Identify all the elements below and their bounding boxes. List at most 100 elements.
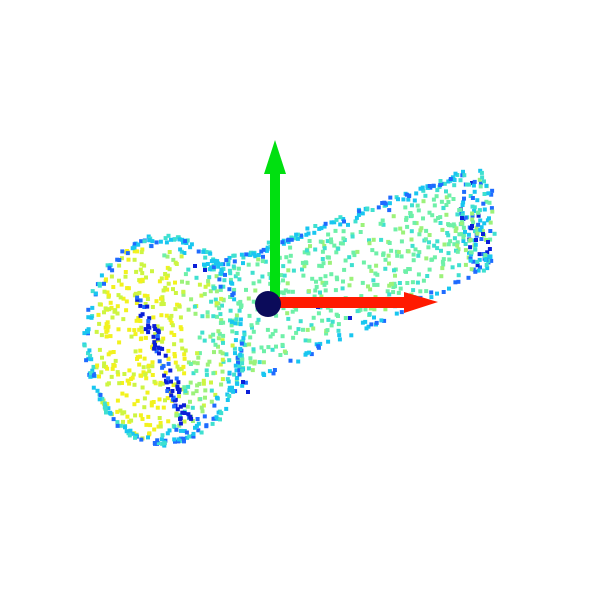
cloud-point [191,371,196,376]
cloud-point [388,195,393,200]
cloud-point [336,322,341,327]
cloud-point [320,257,325,261]
cloud-point [364,326,369,331]
cloud-point [295,236,300,241]
cloud-point [90,289,95,294]
cloud-point [163,353,168,358]
cloud-point [374,320,379,325]
cloud-point [109,305,114,310]
cloud-point [329,272,334,277]
cloud-point [309,323,314,328]
cloud-point [195,383,200,388]
cloud-point [470,204,475,209]
cloud-point [382,318,387,323]
cloud-point [460,211,465,216]
cloud-point [483,258,488,262]
cloud-point [308,244,312,249]
cloud-point [233,351,237,356]
cloud-point [89,315,94,320]
cloud-point [477,257,482,262]
cloud-point [221,297,226,302]
cloud-point [248,356,253,361]
cloud-point [237,368,242,373]
cloud-point [157,397,162,402]
cloud-point [274,344,278,349]
cloud-point [172,424,177,429]
cloud-point [176,235,181,240]
cloud-point [452,178,457,183]
cloud-point [334,275,339,280]
cloud-point [201,403,206,408]
cloud-point [463,242,468,246]
cloud-point [164,240,169,245]
cloud-point [288,358,293,363]
cloud-point [425,274,430,278]
cloud-point [458,207,463,212]
cloud-point [182,356,187,361]
cloud-point [181,289,186,294]
cloud-point [284,255,289,260]
cloud-point [337,333,342,338]
cloud-point [239,303,244,308]
cloud-point [218,362,223,367]
cloud-point [173,397,178,402]
cloud-point [425,184,430,189]
cloud-point [218,287,223,292]
cloud-point [440,266,445,271]
cloud-point [199,405,204,410]
cloud-point [262,349,266,354]
cloud-point [127,368,132,373]
cloud-point [481,232,485,236]
cloud-point [446,251,451,256]
cloud-point [194,275,199,280]
cloud-point [146,323,151,328]
cloud-point [152,379,157,384]
cloud-point [138,354,142,359]
cloud-point [147,238,152,243]
cloud-point [104,410,108,415]
cloud-point [266,240,271,245]
cloud-point [332,243,337,248]
cloud-point [246,390,250,394]
cloud-point [150,269,154,274]
cloud-point [213,297,218,302]
cloud-point [468,237,473,242]
cloud-point [91,373,96,378]
cloud-point [341,229,346,234]
cloud-point [278,353,283,357]
cloud-point [367,238,371,243]
cloud-point [109,274,114,279]
cloud-point [455,212,460,217]
cloud-point [303,260,308,265]
cloud-point [147,325,152,330]
cloud-point [233,363,238,368]
cloud-point [155,324,160,329]
cloud-point [151,315,156,320]
cloud-point [203,388,208,393]
cloud-point [255,262,260,267]
cloud-point [155,438,160,443]
cloud-point [351,250,356,255]
cloud-point [163,370,168,375]
cloud-point [97,321,102,326]
cloud-point [404,269,408,274]
cloud-point [231,264,236,269]
cloud-point [233,338,238,343]
cloud-point [403,205,408,210]
cloud-point [417,232,422,237]
cloud-point [87,348,92,353]
cloud-point [330,319,335,324]
cloud-point [393,227,398,232]
cloud-point [166,376,171,381]
cloud-point [85,328,89,333]
cloud-point [177,423,182,428]
cloud-point [220,357,225,362]
cloud-point [326,339,331,344]
cloud-point [161,302,166,306]
cloud-point [134,433,139,438]
cloud-point [427,233,432,237]
cloud-point [165,396,170,401]
cloud-point [233,274,238,279]
cloud-point [159,276,164,281]
